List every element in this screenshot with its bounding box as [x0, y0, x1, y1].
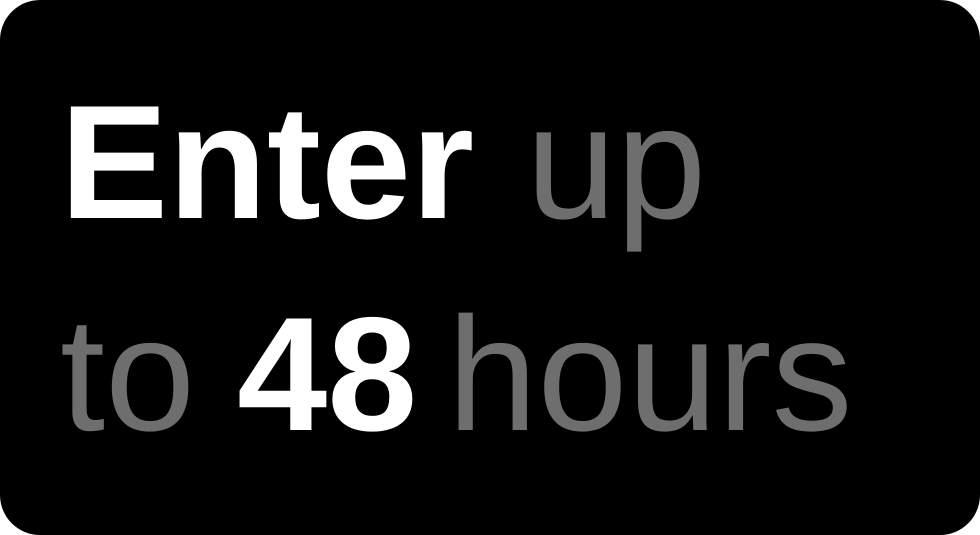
headline-enter-word: Enter	[60, 72, 475, 253]
headline-line-2: to 48 hours	[60, 294, 853, 456]
headline-hours-number: 48	[237, 284, 418, 465]
headline-to-word: to	[60, 284, 196, 465]
headline-line-1: Enter up	[60, 82, 706, 244]
headline-up-word: up	[526, 72, 707, 253]
headline-hours-word: hours	[447, 284, 853, 465]
